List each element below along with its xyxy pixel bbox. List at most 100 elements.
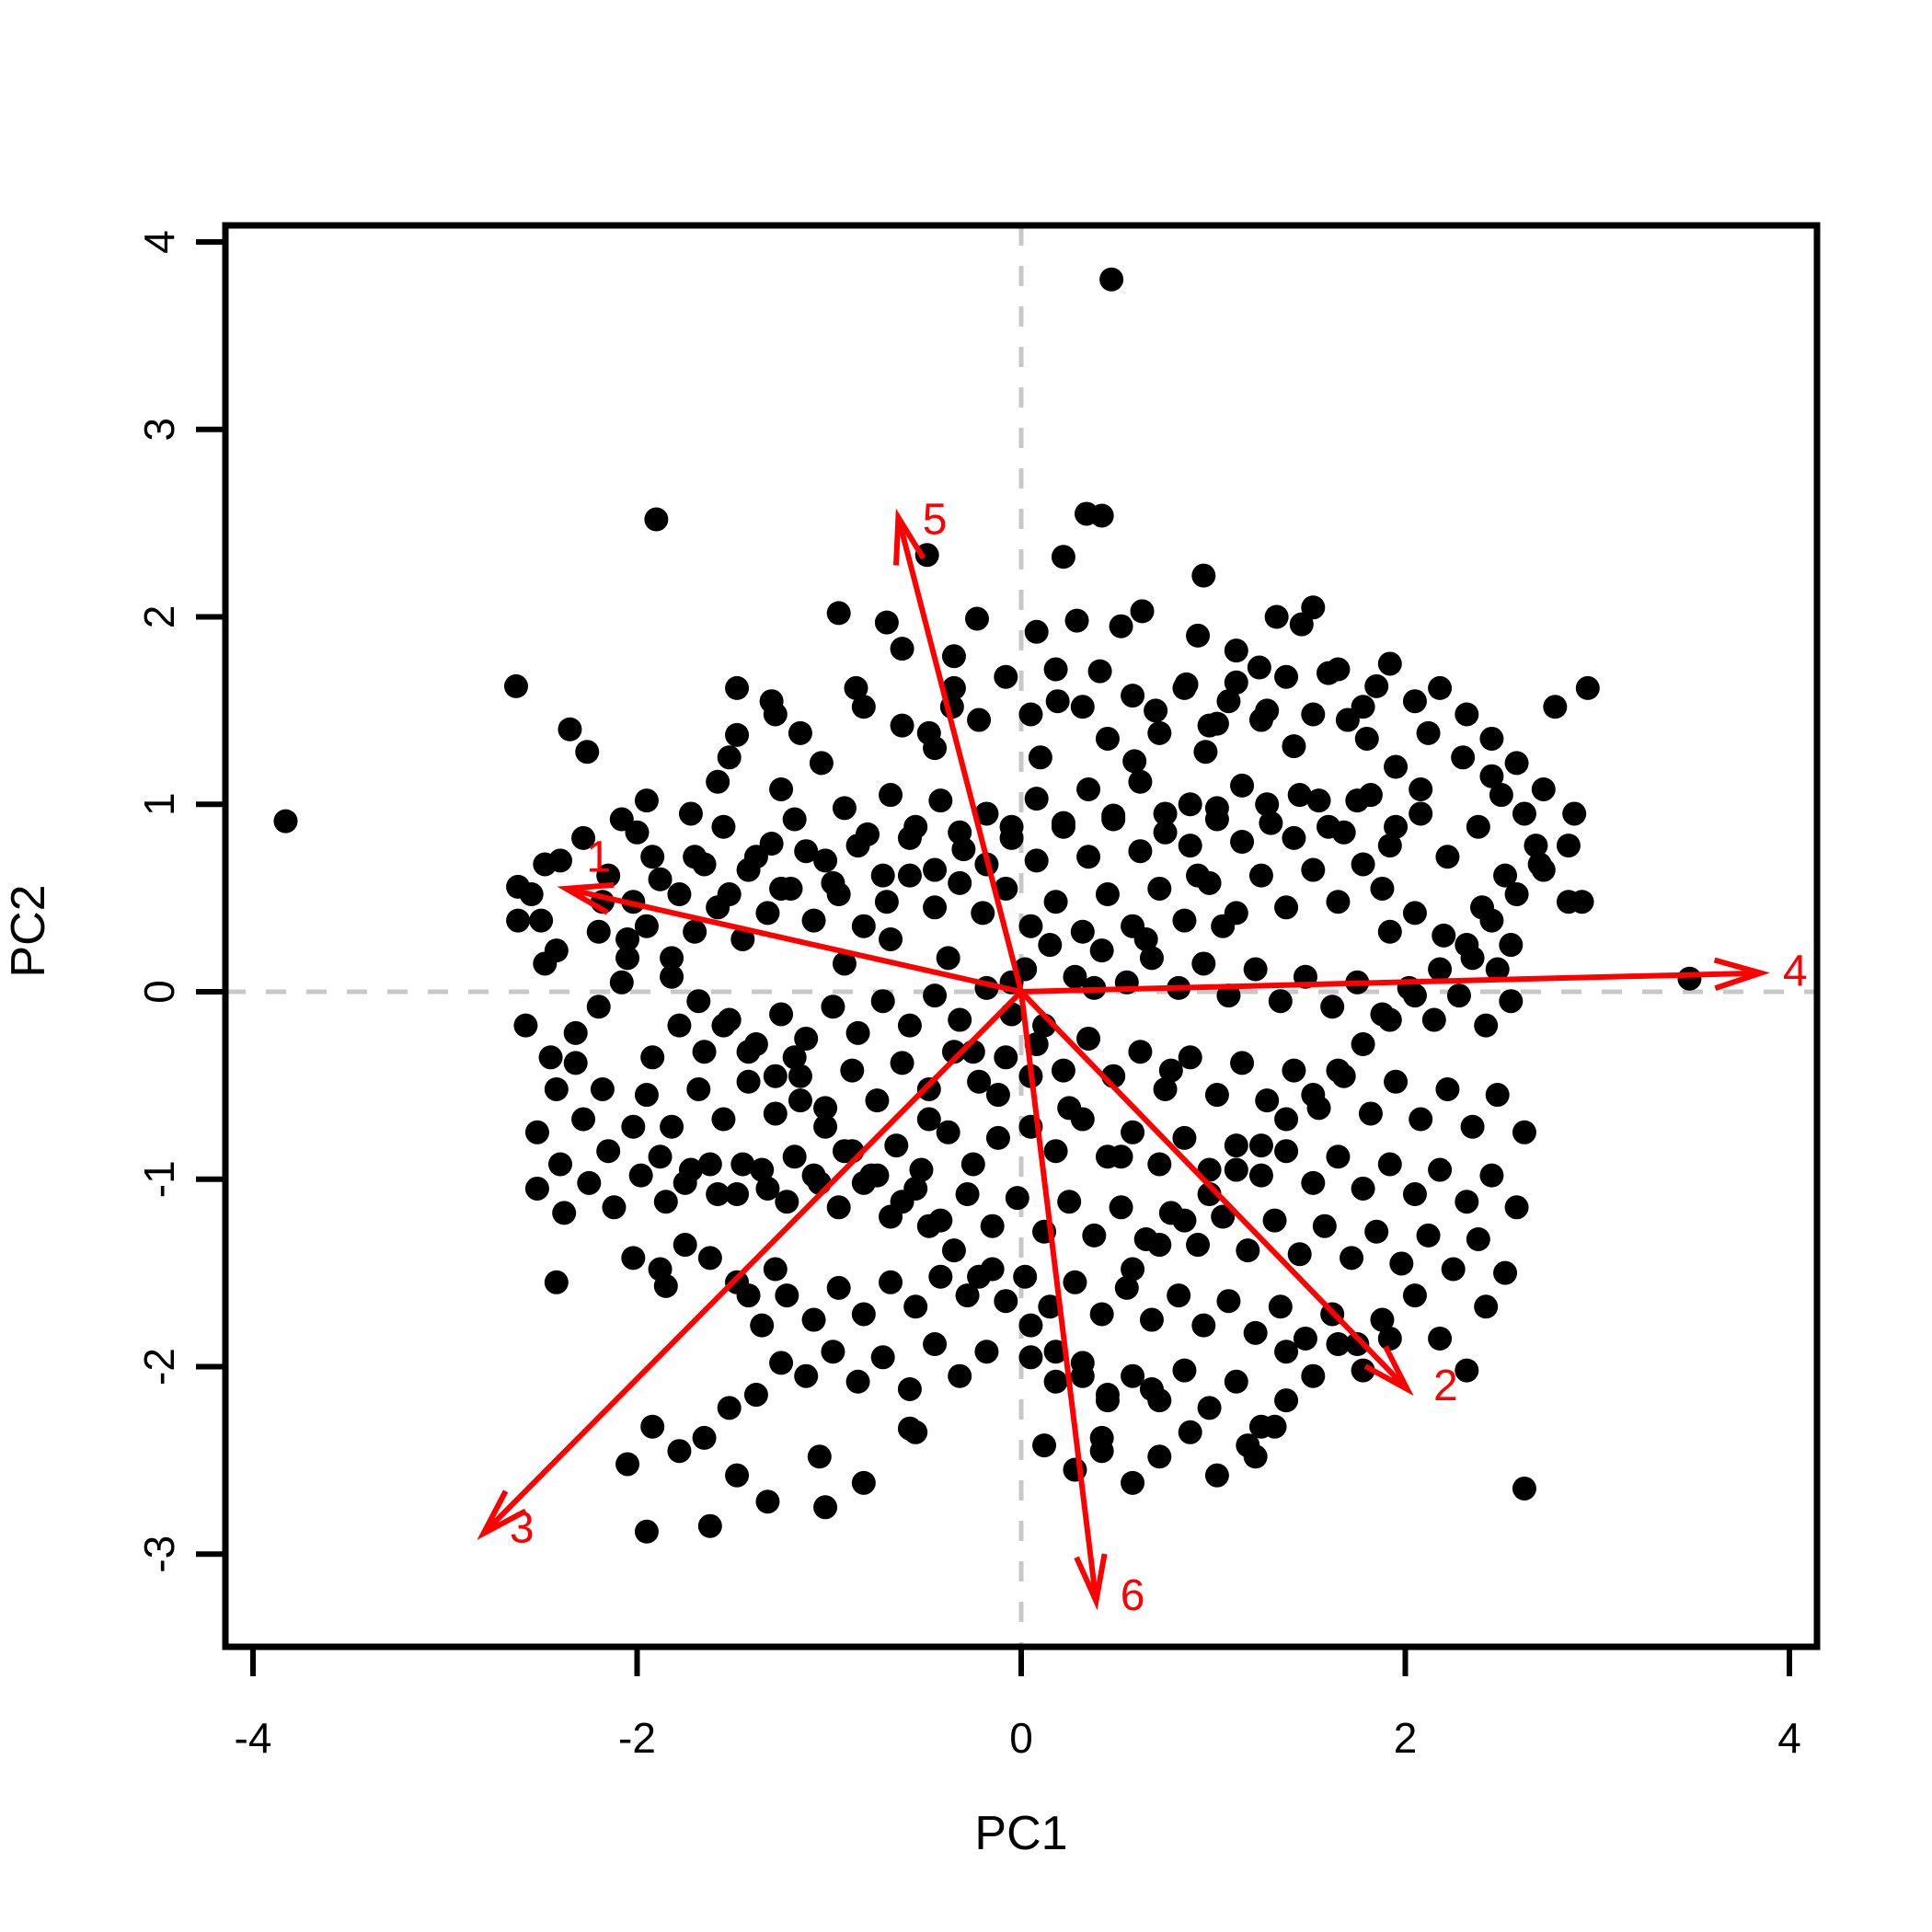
scatter-point [1524,834,1548,858]
scatter-point [1121,1120,1145,1144]
scatter-point [1262,1414,1287,1439]
scatter-point [782,807,807,832]
y-tick-label: 2 [135,605,183,629]
scatter-point [1556,834,1581,858]
scatter-point [1331,820,1356,845]
scatter-point [1121,1257,1145,1282]
scatter-point [558,717,582,742]
scatter-point [782,1045,807,1070]
scatter-point [1340,1246,1364,1271]
y-tick-label: -2 [135,1348,183,1386]
x-tick-label: -2 [618,1714,656,1762]
scatter-point [1409,1107,1433,1132]
scatter-point [1351,852,1375,877]
scatter-point [769,776,794,801]
scatter-point [1479,908,1504,933]
scatter-point [1230,1051,1255,1075]
scatter-point [914,543,939,568]
scatter-point [634,1519,659,1544]
scatter-point [1351,695,1375,719]
scatter-point [1139,1376,1164,1401]
scatter-point [794,1026,819,1051]
scatter-point [1326,1332,1351,1357]
scatter-point [890,1051,914,1075]
scatter-point [967,707,992,732]
scatter-point [1485,1083,1510,1108]
scatter-point [794,839,819,864]
scatter-point [673,1233,697,1258]
scatter-point [586,995,611,1019]
scatter-point [552,1201,577,1225]
scatter-point [1128,839,1153,864]
scatter-point [506,908,531,933]
scatter-point [736,1283,761,1308]
scatter-point [640,845,665,869]
vector-arrowhead [1363,1345,1414,1397]
scatter-point [801,908,826,933]
scatter-point [1197,1396,1222,1420]
scatter-point [807,1444,832,1469]
scatter-point [1018,702,1043,727]
scatter-point [621,1114,646,1139]
vector-shaft [481,989,1024,1535]
scatter-point [964,606,989,631]
scatter-point [1345,1332,1370,1357]
scatter-point [678,1157,703,1182]
scatter-point [1224,1133,1248,1158]
scatter-point [941,1238,966,1263]
scatter-point [1354,726,1379,751]
scatter-point [1144,698,1168,723]
scatter-point [1377,1326,1402,1351]
scatter-point [840,1058,865,1083]
scatter-point [1043,890,1068,914]
scatter-point [1028,745,1052,770]
scatter-point [1512,1476,1536,1501]
scatter-point [845,834,870,858]
scatter-point [1301,1170,1326,1195]
scatter-point [1147,720,1172,745]
scatter-point [524,1120,549,1144]
scatter-point [1274,1388,1299,1413]
y-tick-label: 4 [135,230,183,254]
scatter-point [1474,1294,1499,1319]
scatter-point [1282,734,1306,759]
scatter-point [890,637,914,661]
scatter-point [717,745,742,770]
scatter-point [1130,599,1155,624]
scatter-point [1193,740,1218,765]
scatter-point [1024,787,1049,811]
scatter-point [1018,1313,1043,1338]
scatter-point [1384,1069,1409,1094]
scatter-point [1409,801,1433,826]
scatter-point [832,796,857,821]
scatter-point [1428,675,1453,700]
scatter-point [1289,612,1314,637]
scatter-point [660,946,684,971]
scatter-point [1147,1233,1172,1258]
scatter-point [1455,1190,1479,1214]
loading-vector-6: 6 [1018,991,1144,1620]
scatter-point [1377,1007,1402,1032]
scatter-point [538,1045,563,1070]
scatter-point [870,863,895,888]
scatter-point [1178,1420,1202,1444]
scatter-point [1243,957,1268,982]
scatter-point [1158,1058,1183,1083]
scatter-point [1018,914,1043,938]
scatter-point [769,1002,794,1027]
scatter-point [1489,783,1513,808]
scatter-point [1287,783,1312,808]
scatter-point [1428,1157,1453,1182]
scatter-point [1428,957,1453,982]
scatter-point [1082,1223,1107,1248]
scatter-point [1243,1320,1268,1345]
scatter-point [1057,1096,1082,1121]
scatter-point [711,814,736,839]
scatter-point [1504,751,1529,776]
scatter-point [1499,933,1524,958]
scatter-point [697,1152,722,1177]
scatter-point [1121,1363,1145,1388]
scatter-point [711,1013,736,1038]
scatter-point [571,825,596,850]
